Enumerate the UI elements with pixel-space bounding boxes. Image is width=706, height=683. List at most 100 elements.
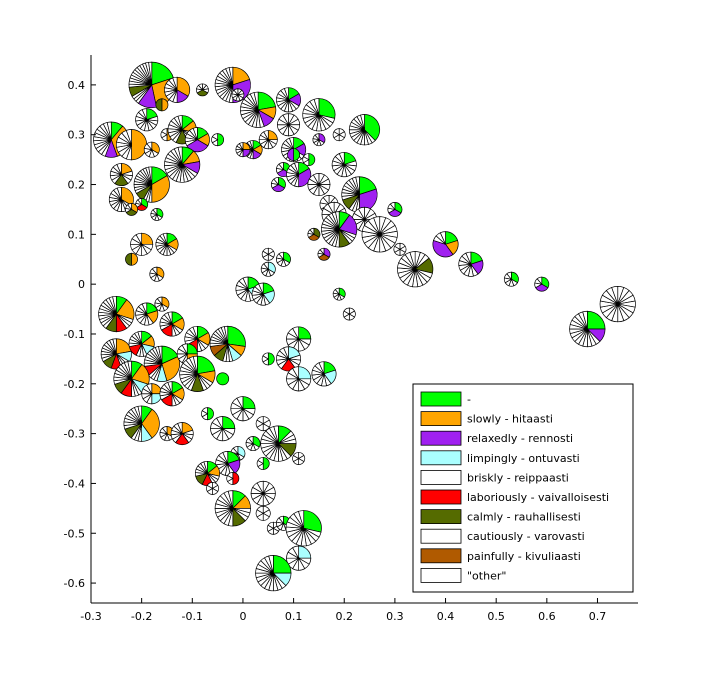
pie-slice [141, 108, 148, 120]
pie-slice [161, 128, 168, 136]
pie-marker [176, 343, 198, 365]
pie-slice [262, 352, 269, 360]
pie-marker [341, 176, 378, 213]
pie-marker [143, 141, 160, 158]
y-tick-label: -0.3 [64, 428, 85, 441]
pie-marker [195, 83, 209, 97]
pie-marker [130, 232, 154, 256]
pie-marker [206, 481, 219, 495]
pie-slice [112, 338, 117, 354]
pie-slice [263, 261, 269, 271]
x-tick-label: -0.1 [182, 610, 203, 623]
pie-slice [141, 408, 160, 439]
pie-marker [201, 407, 214, 421]
pie-slice [278, 515, 284, 525]
pie-marker [150, 207, 164, 221]
pie-slice [319, 247, 325, 256]
pie-slice [227, 472, 234, 480]
pie-marker [276, 251, 291, 267]
pie-slice [257, 457, 264, 465]
pie-slice [177, 146, 183, 165]
pie-marker [164, 146, 201, 183]
pie-marker [599, 286, 636, 323]
pie-marker [258, 130, 278, 150]
pie-marker [155, 232, 179, 256]
pie-marker [135, 108, 159, 132]
pie-marker [312, 133, 326, 147]
pie-slice [318, 98, 336, 119]
legend-entry: painfully - kivuliaasti [420, 548, 581, 564]
legend-entry: relaxedly - rennosti [420, 430, 573, 446]
pie-slice [152, 207, 158, 216]
y-tick-label: 0.4 [68, 79, 86, 92]
pie-slice [333, 128, 340, 136]
x-tick-label: -0.3 [80, 610, 101, 623]
pie-slice [167, 311, 173, 325]
pie-slice [177, 422, 183, 434]
pie-slice [116, 186, 122, 200]
pie-marker [245, 436, 261, 452]
pie-marker [458, 251, 484, 277]
pie-marker [251, 282, 275, 306]
y-tick-label: -0.4 [64, 477, 85, 490]
pie-marker [255, 505, 271, 521]
pie-slice [146, 383, 153, 396]
pie-marker [286, 162, 312, 188]
legend-entry: calmly - rauhallisesti [420, 509, 581, 525]
pie-slice [156, 296, 163, 306]
pie-marker [230, 396, 256, 422]
x-tick-label: 0.6 [538, 610, 556, 623]
y-tick-label: -0.5 [64, 527, 85, 540]
x-tick-label: 0.1 [285, 610, 303, 623]
pie-slice [135, 232, 142, 246]
pie-slice [217, 133, 225, 147]
pie-marker [432, 231, 459, 258]
pie-slice [278, 162, 284, 171]
pie-slice [249, 140, 254, 150]
y-tick-label: -0.1 [64, 328, 85, 341]
x-tick-label: 0 [239, 610, 246, 623]
legend: - slowly - hitaasti relaxedly - rennosti li… [412, 383, 634, 593]
pie-marker [569, 310, 606, 348]
pie-slice [233, 88, 239, 96]
pie-slice [343, 307, 350, 315]
pie-marker [286, 366, 312, 392]
pie-slice [357, 206, 365, 221]
pie-slice [167, 381, 173, 394]
pie-slice [278, 251, 284, 261]
pie-slice [242, 276, 249, 290]
pie-marker [123, 405, 160, 442]
pie-slice [536, 276, 543, 286]
y-tick-label: 0.1 [68, 228, 86, 241]
pie-marker [159, 426, 175, 442]
pie-slice [611, 286, 619, 305]
pie-slice [364, 114, 381, 141]
pie-slice [334, 287, 340, 296]
pie-slice [125, 129, 132, 145]
pie-marker [155, 98, 169, 112]
pie-marker [211, 133, 225, 147]
pie-slice [151, 266, 158, 276]
pie-marker [397, 251, 434, 288]
pie-marker [214, 490, 251, 527]
pie-slice [267, 521, 274, 529]
pie-slice [222, 451, 229, 464]
pie-slice [216, 372, 230, 386]
pie-marker [115, 129, 147, 161]
x-tick-label: 0.3 [386, 610, 404, 623]
pie-marker [307, 227, 321, 241]
y-tick-label: -0.2 [64, 378, 85, 391]
pie-marker [393, 242, 407, 256]
pie-slice [216, 416, 224, 430]
pie-slice [283, 87, 289, 100]
pie-slice [172, 76, 178, 90]
pie-marker [534, 276, 550, 292]
pie-slice [439, 231, 446, 245]
pie-marker [154, 296, 170, 312]
legend-swatch [420, 509, 462, 525]
x-tick-label: 0.7 [589, 610, 607, 623]
legend-swatch [420, 450, 462, 466]
pie-marker [194, 460, 220, 486]
pie-marker [170, 422, 194, 446]
legend-entry: cautiously - varovasti [420, 528, 585, 544]
